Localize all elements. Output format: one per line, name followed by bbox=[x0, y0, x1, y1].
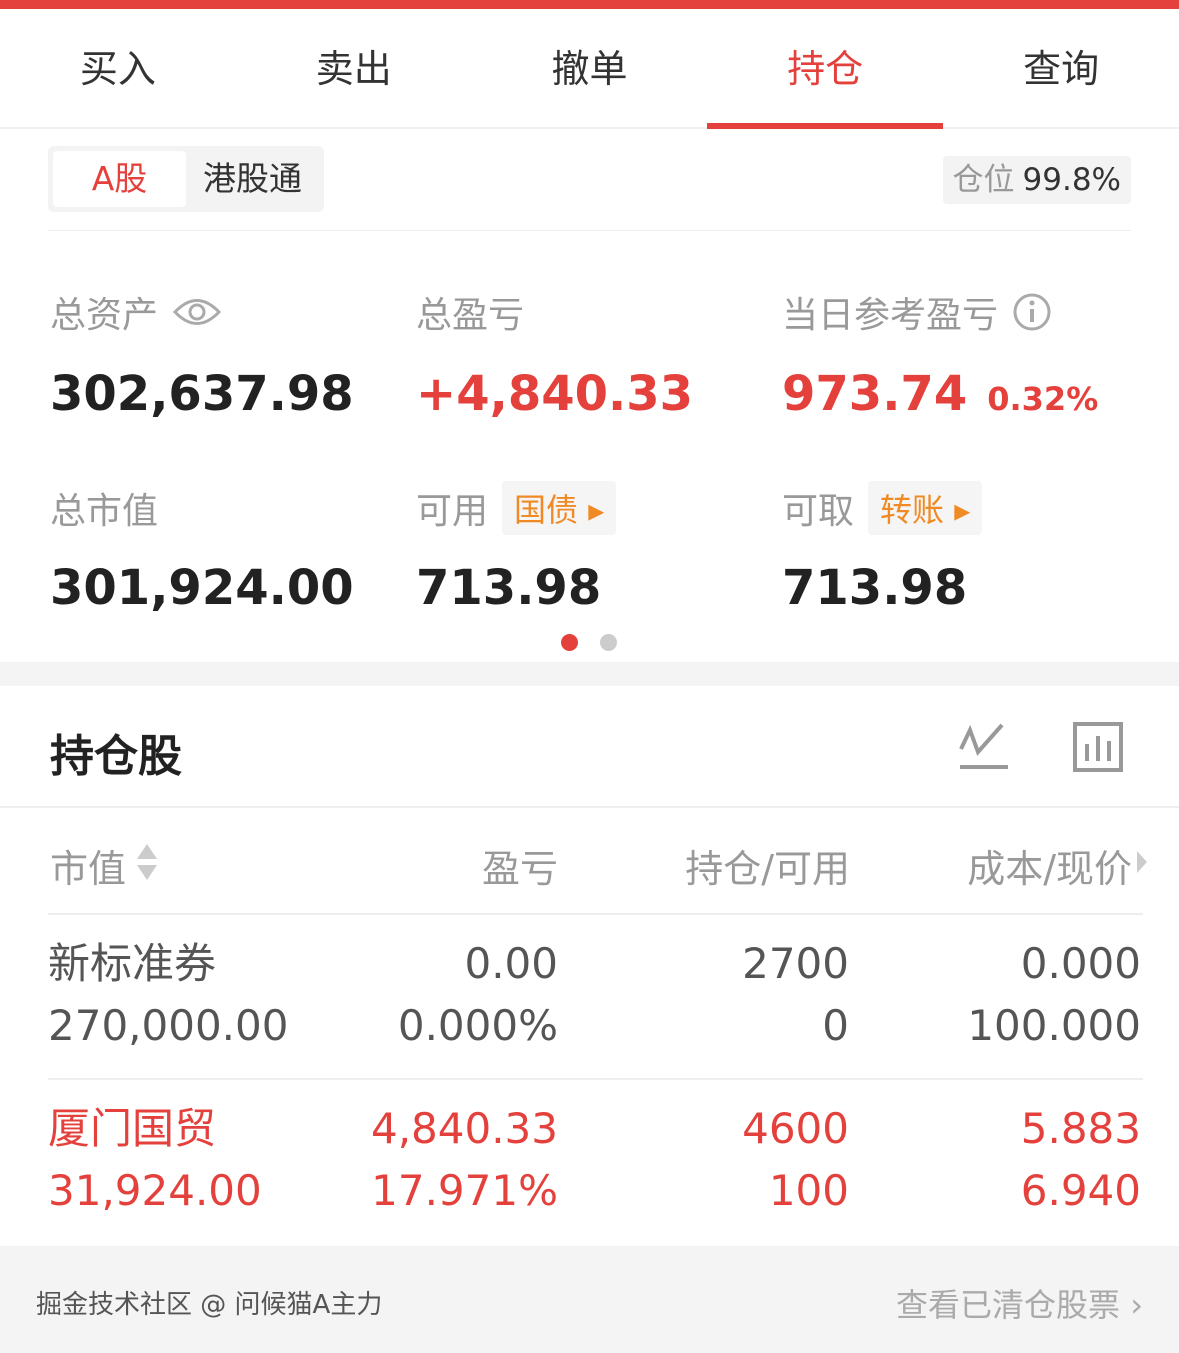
market-value-label: 总市值 bbox=[50, 491, 159, 532]
bar-chart-icon[interactable] bbox=[1073, 722, 1123, 772]
available-label: 可用 bbox=[416, 491, 489, 532]
total-assets-label: 总资产 bbox=[50, 295, 159, 336]
divider bbox=[48, 230, 1131, 231]
table-header: 市值 盈亏 持仓/可用 成本/现价 bbox=[48, 838, 1148, 891]
stock-pnl-pct: 0.000% bbox=[397, 1001, 558, 1050]
total-pnl-value: +4,840.33 bbox=[416, 366, 694, 422]
segment-a-share[interactable]: A股 bbox=[53, 151, 186, 207]
column-cost-price[interactable]: 成本/现价 bbox=[967, 847, 1132, 891]
tab-query[interactable]: 查询 bbox=[1023, 47, 1100, 91]
stock-available: 0 bbox=[822, 1001, 849, 1050]
position-badge: 仓位 99.8% bbox=[942, 156, 1131, 204]
market-value-value: 301,924.00 bbox=[50, 560, 354, 616]
stock-quantity: 4600 bbox=[742, 1104, 849, 1153]
sort-icon[interactable] bbox=[136, 842, 158, 882]
stock-pnl: 4,840.33 bbox=[370, 1104, 558, 1153]
stock-cost: 0.000 bbox=[1020, 939, 1141, 988]
daily-pnl: 当日参考盈亏 973.74 0.32% bbox=[782, 286, 1098, 422]
divider bbox=[48, 1078, 1143, 1080]
column-market-value[interactable]: 市值 bbox=[50, 847, 127, 891]
trade-tabs: 买入 卖出 撤单 持仓 查询 bbox=[0, 9, 1179, 129]
stock-price: 100.000 bbox=[967, 1001, 1141, 1050]
page-dot[interactable] bbox=[600, 634, 617, 651]
table-row[interactable]: 厦门国贸 31,924.00 4,840.33 17.971% 4600 100… bbox=[48, 1099, 1143, 1229]
stock-price: 6.940 bbox=[1020, 1166, 1141, 1215]
column-pnl[interactable]: 盈亏 bbox=[481, 847, 558, 891]
stock-name: 厦门国贸 bbox=[48, 1104, 217, 1153]
tab-sell[interactable]: 卖出 bbox=[315, 47, 392, 91]
info-icon[interactable] bbox=[1012, 292, 1052, 332]
total-assets-value: 302,637.98 bbox=[50, 366, 354, 422]
tab-buy[interactable]: 买入 bbox=[79, 47, 156, 91]
segment-hk-connect[interactable]: 港股通 bbox=[203, 159, 302, 198]
divider bbox=[0, 806, 1179, 808]
position-value: 99.8% bbox=[1022, 162, 1121, 198]
daily-pnl-value: 973.74 bbox=[782, 366, 968, 422]
stock-pnl-pct: 17.971% bbox=[371, 1166, 558, 1215]
stock-cost: 5.883 bbox=[1020, 1104, 1141, 1153]
tab-cancel[interactable]: 撤单 bbox=[551, 47, 628, 91]
footer: 掘金技术社区 @ 问候猫A主力 查看已清仓股票 bbox=[0, 1246, 1179, 1353]
page-dot-active[interactable] bbox=[561, 634, 578, 651]
daily-pnl-pct: 0.32% bbox=[987, 380, 1099, 418]
triangle-right-icon[interactable] bbox=[1136, 850, 1148, 874]
stock-name: 新标准券 bbox=[48, 939, 217, 988]
eye-icon[interactable] bbox=[172, 295, 222, 329]
tab-holdings[interactable]: 持仓 bbox=[707, 9, 943, 129]
cleared-stocks-link[interactable]: 查看已清仓股票 bbox=[896, 1280, 1143, 1326]
stock-available: 100 bbox=[768, 1166, 849, 1215]
stock-market-value: 31,924.00 bbox=[48, 1166, 262, 1215]
market-value: 总市值 301,924.00 bbox=[50, 484, 354, 616]
total-pnl: 总盈亏 +4,840.33 bbox=[416, 286, 693, 422]
line-chart-icon[interactable] bbox=[958, 722, 1010, 772]
stock-pnl: 0.00 bbox=[464, 939, 558, 988]
top-accent-bar bbox=[0, 0, 1179, 9]
section-title: 持仓股 bbox=[50, 731, 182, 782]
available-value: 713.98 bbox=[416, 560, 602, 616]
daily-pnl-label: 当日参考盈亏 bbox=[782, 295, 999, 336]
column-position-available[interactable]: 持仓/可用 bbox=[685, 847, 850, 891]
watermark: 掘金技术社区 @ 问候猫A主力 bbox=[36, 1290, 383, 1320]
transfer-button[interactable]: 转账 bbox=[868, 481, 983, 535]
divider bbox=[48, 913, 1143, 915]
total-pnl-label: 总盈亏 bbox=[416, 295, 525, 336]
stock-market-value: 270,000.00 bbox=[48, 1001, 289, 1050]
section-gap bbox=[0, 662, 1179, 686]
page-indicator bbox=[561, 634, 617, 651]
withdrawable-value: 713.98 bbox=[782, 560, 968, 616]
table-row[interactable]: 新标准券 270,000.00 0.00 0.000% 2700 0 0.000… bbox=[48, 934, 1143, 1064]
stock-quantity: 2700 bbox=[742, 939, 849, 988]
treasury-bond-button[interactable]: 国债 bbox=[502, 481, 617, 535]
withdrawable-label: 可取 bbox=[782, 491, 855, 532]
market-segment: A股 港股通 bbox=[48, 146, 324, 212]
total-assets: 总资产 302,637.98 bbox=[50, 286, 354, 422]
position-label: 仓位 bbox=[952, 162, 1015, 198]
